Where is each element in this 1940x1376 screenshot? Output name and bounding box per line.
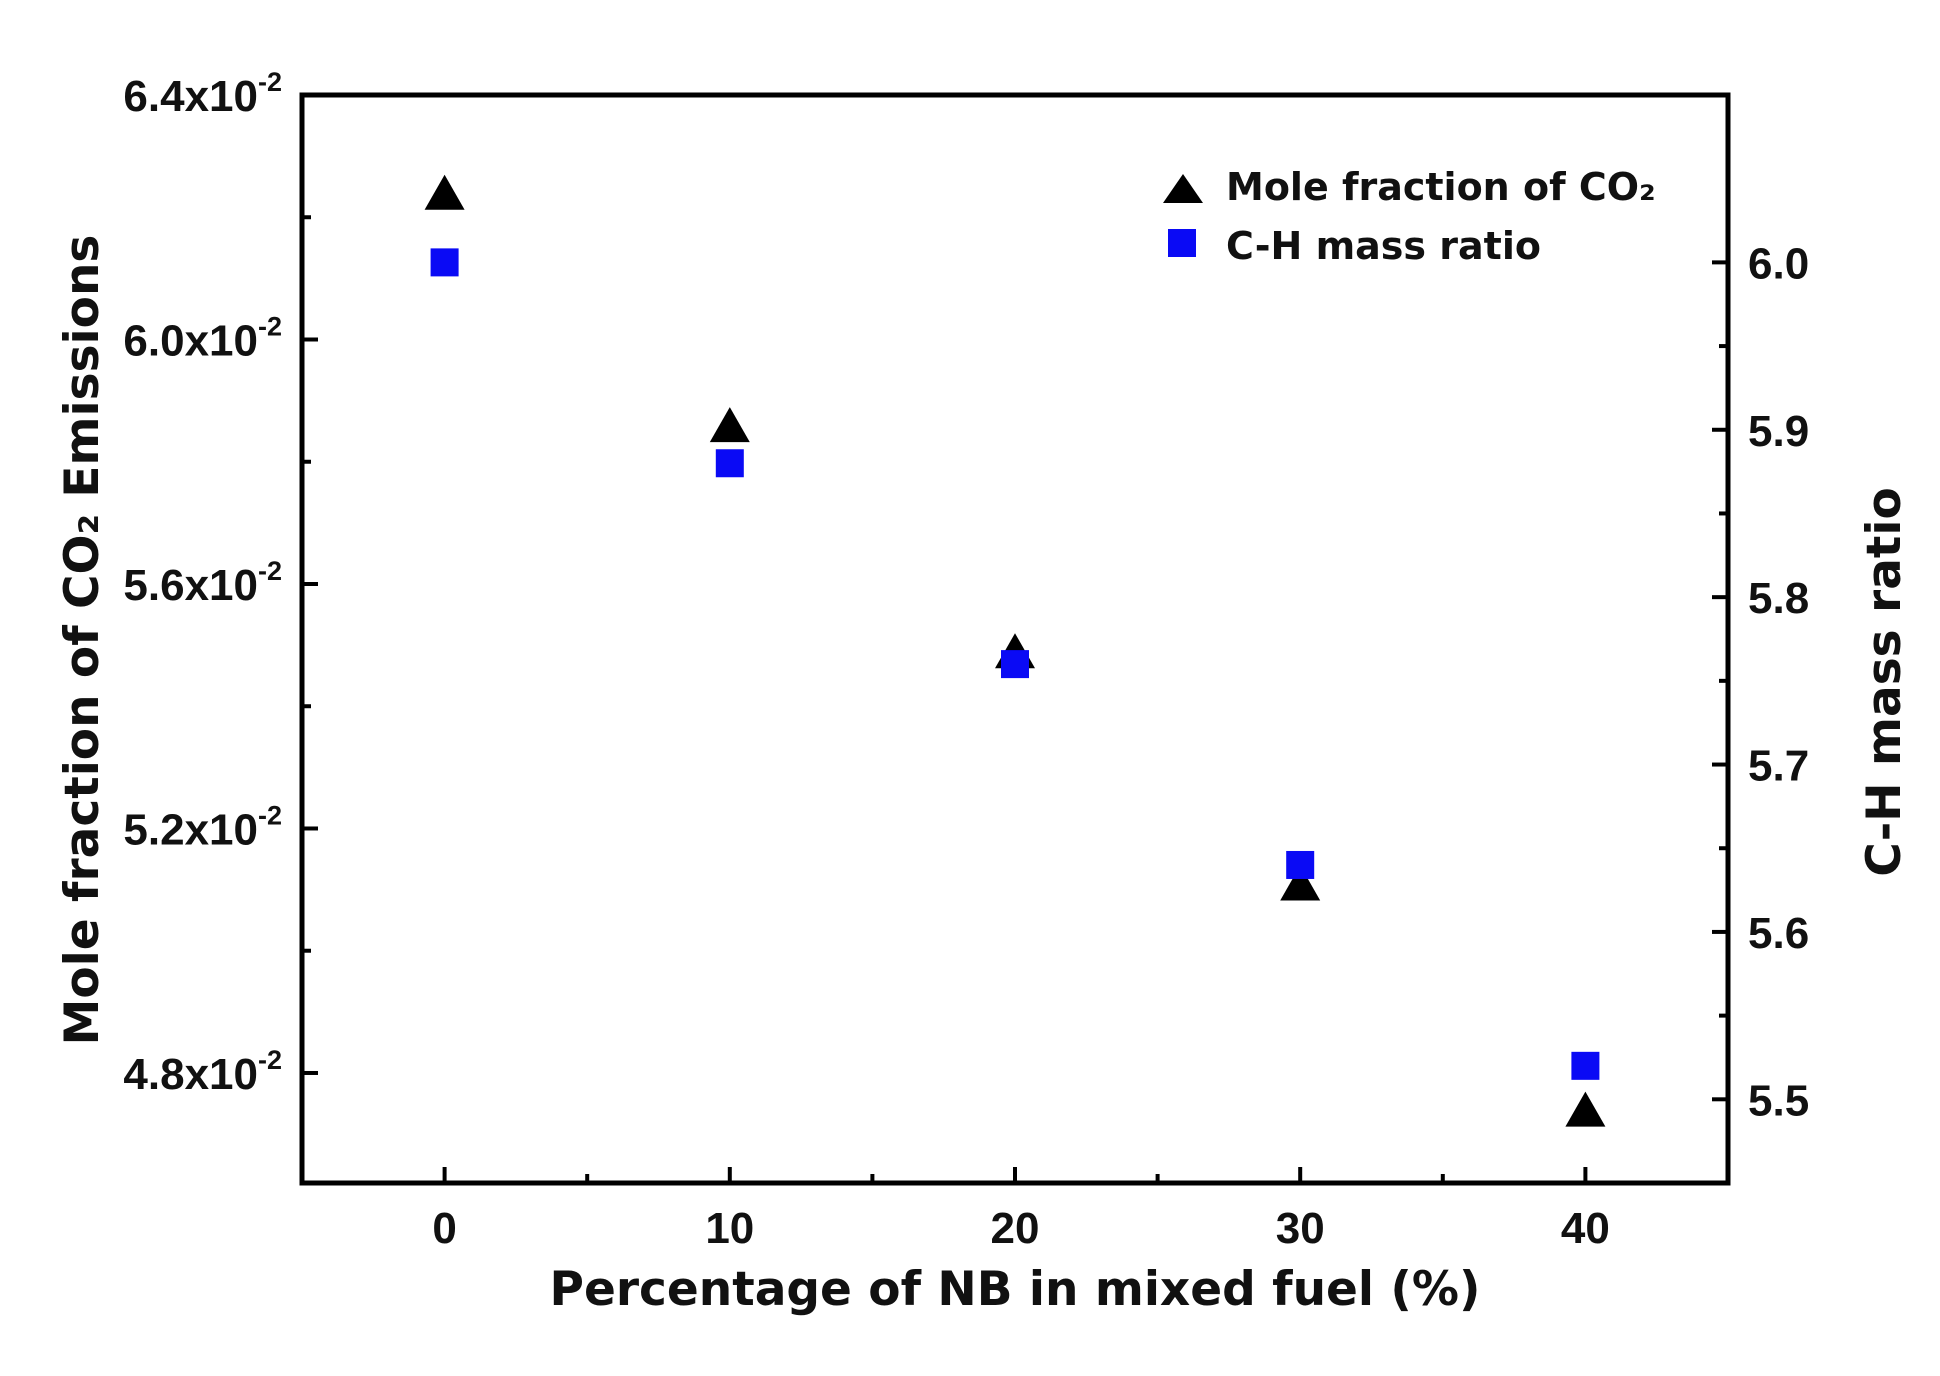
co2-point: [1565, 1091, 1606, 1127]
x-axis-title: Percentage of NB in mixed fuel (%): [550, 1262, 1481, 1317]
legend-label-co2: Mole fraction of CO₂: [1226, 165, 1656, 209]
x-tick-label: 0: [432, 1204, 456, 1253]
y-left-tick-mantissa: 4.8x10: [123, 1050, 258, 1099]
y-left-tick-exponent: -2: [258, 556, 282, 586]
y-right-tick-label: 5.9: [1748, 407, 1809, 456]
y-left-tick-mantissa: 6.4x10: [123, 72, 258, 121]
x-tick-label: 10: [705, 1204, 754, 1253]
y-right-tick-label: 5.8: [1748, 574, 1809, 623]
legend-marker-square: [1168, 229, 1196, 257]
y-left-tick-exponent: -2: [258, 67, 282, 97]
y-left-tick-mantissa: 5.2x10: [123, 805, 258, 854]
legend: Mole fraction of CO₂ C-H mass ratio: [1163, 165, 1656, 268]
ch-ratio-point: [1001, 650, 1029, 679]
y-left-tick-label: 5.6x10-2: [123, 556, 282, 610]
ch-ratio-point: [1571, 1051, 1600, 1080]
y-left-axis-ticks: 4.8x10-25.2x10-25.6x10-26.0x10-26.4x10-2: [123, 67, 318, 1099]
legend-marker-triangle: [1163, 174, 1203, 203]
ch-ratio-point: [715, 449, 744, 478]
y-left-tick-mantissa: 6.0x10: [123, 316, 258, 365]
x-tick-label: 40: [1561, 1204, 1610, 1253]
y-right-tick-label: 5.7: [1748, 742, 1809, 791]
y-left-tick-label: 6.0x10-2: [123, 311, 282, 365]
y-left-tick-exponent: -2: [258, 1045, 282, 1075]
co2-point: [1280, 865, 1321, 901]
y-left-tick-mantissa: 5.6x10: [123, 561, 258, 610]
y-left-tick-exponent: -2: [258, 311, 282, 341]
ch-ratio-point: [1286, 850, 1315, 879]
co2-point: [424, 174, 465, 210]
y-right-tick-label: 5.6: [1748, 909, 1809, 958]
y-right-tick-label: 6.0: [1748, 239, 1809, 288]
y-right-axis-title: C-H mass ratio: [1857, 487, 1912, 877]
legend-label-ch: C-H mass ratio: [1226, 224, 1541, 268]
series-ch-mass-ratio: [430, 248, 1600, 1080]
y-left-axis-title: Mole fraction of CO₂ Emissions: [55, 235, 110, 1046]
co2-point: [709, 407, 750, 443]
y-left-tick-label: 6.4x10-2: [123, 67, 282, 121]
y-left-tick-exponent: -2: [258, 800, 282, 830]
x-axis-ticks: 0 10 20 30 40: [432, 1167, 1610, 1253]
ch-ratio-point: [430, 248, 459, 277]
y-right-axis-ticks: 5.5 5.6 5.7 5.8 5.9 6.0: [1712, 239, 1809, 1125]
y-left-tick-label: 4.8x10-2: [123, 1045, 282, 1099]
x-tick-label: 30: [1276, 1204, 1325, 1253]
y-left-tick-label: 5.2x10-2: [123, 800, 282, 854]
y-right-tick-label: 5.5: [1748, 1076, 1809, 1125]
x-tick-label: 20: [991, 1204, 1040, 1253]
